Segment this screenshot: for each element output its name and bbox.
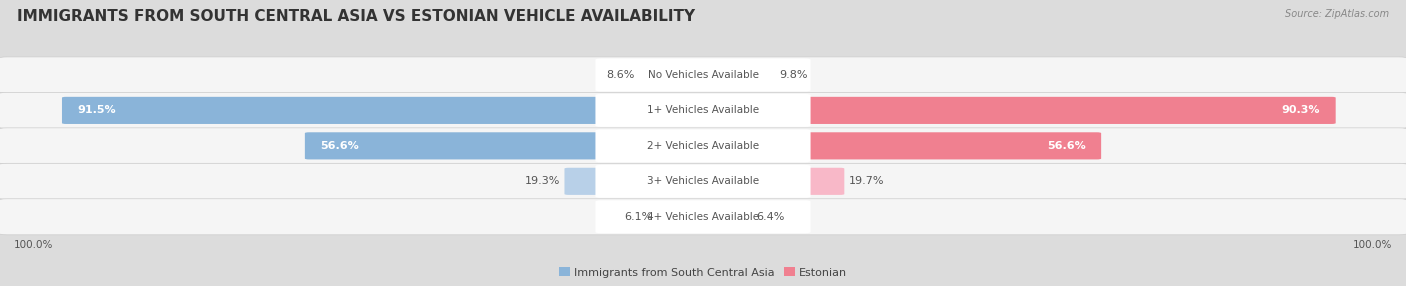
FancyBboxPatch shape (596, 59, 810, 91)
FancyBboxPatch shape (0, 92, 1406, 128)
FancyBboxPatch shape (564, 168, 707, 195)
FancyBboxPatch shape (0, 128, 1406, 164)
FancyBboxPatch shape (699, 132, 1101, 159)
Text: 2+ Vehicles Available: 2+ Vehicles Available (647, 141, 759, 151)
Text: IMMIGRANTS FROM SOUTH CENTRAL ASIA VS ESTONIAN VEHICLE AVAILABILITY: IMMIGRANTS FROM SOUTH CENTRAL ASIA VS ES… (17, 9, 695, 23)
FancyBboxPatch shape (699, 168, 845, 195)
FancyBboxPatch shape (699, 203, 752, 230)
FancyBboxPatch shape (596, 200, 810, 233)
FancyBboxPatch shape (0, 199, 1406, 235)
Text: 3+ Vehicles Available: 3+ Vehicles Available (647, 176, 759, 186)
Text: 6.4%: 6.4% (756, 212, 785, 222)
Text: Source: ZipAtlas.com: Source: ZipAtlas.com (1285, 9, 1389, 19)
Text: 1+ Vehicles Available: 1+ Vehicles Available (647, 106, 759, 115)
FancyBboxPatch shape (305, 132, 707, 159)
FancyBboxPatch shape (596, 94, 810, 127)
FancyBboxPatch shape (0, 57, 1406, 93)
FancyBboxPatch shape (657, 203, 707, 230)
FancyBboxPatch shape (62, 97, 707, 124)
FancyBboxPatch shape (0, 163, 1406, 199)
FancyBboxPatch shape (638, 61, 707, 88)
Text: 100.0%: 100.0% (1353, 240, 1392, 250)
Text: 56.6%: 56.6% (321, 141, 359, 151)
FancyBboxPatch shape (699, 97, 1336, 124)
FancyBboxPatch shape (596, 165, 810, 198)
Text: 90.3%: 90.3% (1282, 106, 1320, 115)
Text: 6.1%: 6.1% (624, 212, 652, 222)
FancyBboxPatch shape (596, 130, 810, 162)
Text: 56.6%: 56.6% (1047, 141, 1085, 151)
Text: 91.5%: 91.5% (77, 106, 117, 115)
Text: No Vehicles Available: No Vehicles Available (648, 70, 758, 80)
Text: 8.6%: 8.6% (606, 70, 634, 80)
FancyBboxPatch shape (699, 61, 776, 88)
Text: 9.8%: 9.8% (780, 70, 808, 80)
Legend: Immigrants from South Central Asia, Estonian: Immigrants from South Central Asia, Esto… (558, 267, 848, 278)
Text: 19.3%: 19.3% (524, 176, 560, 186)
Text: 100.0%: 100.0% (14, 240, 53, 250)
Text: 19.7%: 19.7% (849, 176, 884, 186)
Text: 4+ Vehicles Available: 4+ Vehicles Available (647, 212, 759, 222)
